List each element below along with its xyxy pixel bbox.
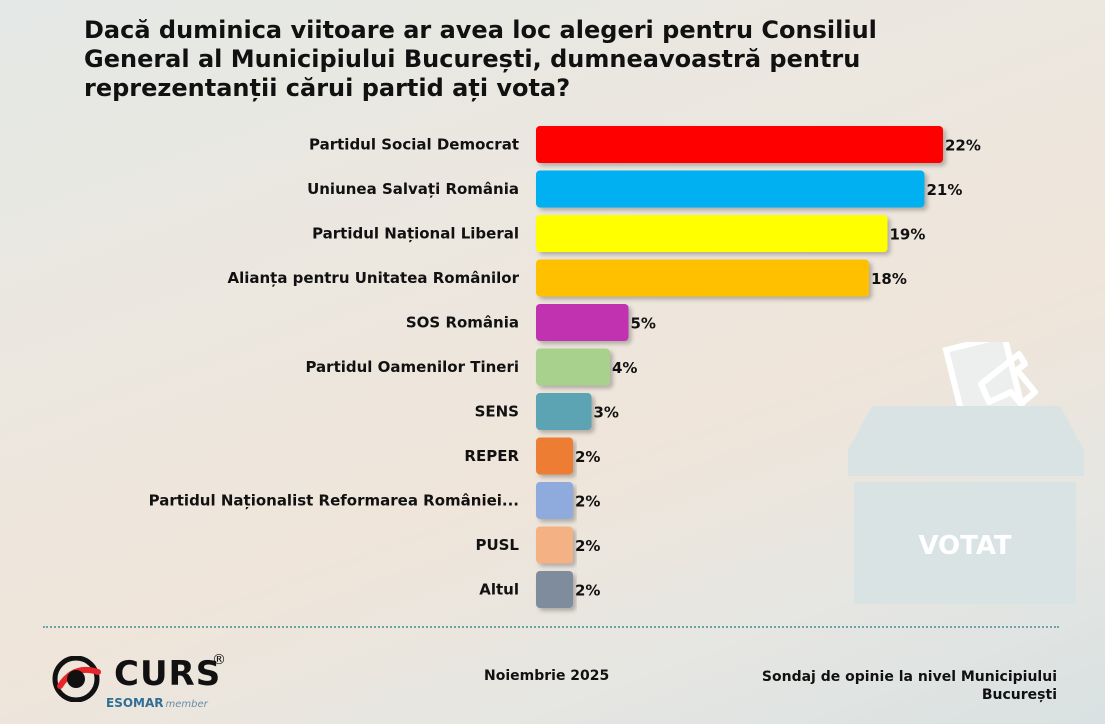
category-label: Altul <box>479 581 519 599</box>
chart-title: Dacă duminica viitoare ar avea loc alege… <box>84 16 877 102</box>
category-label: PUSL <box>475 536 519 554</box>
curs-wordmark: CURS <box>114 654 222 694</box>
bar <box>536 348 610 386</box>
value-label: 5% <box>631 315 656 333</box>
category-label: Partidul Social Democrat <box>309 136 519 154</box>
value-label: 2% <box>575 537 600 555</box>
registered-mark: ® <box>212 652 226 668</box>
value-label: 21% <box>927 181 963 199</box>
votat-label: VOTAT <box>918 531 1012 561</box>
category-label: SENS <box>475 403 519 421</box>
category-label: REPER <box>464 447 519 465</box>
curs-logo-icon <box>52 656 101 702</box>
category-label: Uniunea Salvați România <box>307 180 519 198</box>
category-label: Partidul Național Liberal <box>312 225 519 243</box>
bar <box>536 126 943 163</box>
value-label: 19% <box>890 226 926 244</box>
curs-logo: CURS ® ESOMAR member <box>52 652 242 716</box>
survey-description: Sondaj de opinie la nivel Municipiului B… <box>761 669 1057 703</box>
category-label: SOS România <box>406 314 519 332</box>
value-label: 4% <box>612 359 637 377</box>
bar <box>536 437 573 475</box>
value-label: 22% <box>945 137 981 155</box>
category-label: Partidul Oamenilor Tineri <box>305 358 519 376</box>
ballot-box-graphic: VOTAT <box>846 331 1086 607</box>
ballot-box-icon: VOTAT <box>848 331 1084 604</box>
value-label: 3% <box>594 404 619 422</box>
bar <box>536 571 573 608</box>
esomar-badge: ESOMAR member <box>106 696 208 710</box>
bar <box>536 170 925 208</box>
bar <box>536 526 573 564</box>
esomar-member-text: member <box>165 699 208 710</box>
esomar-text: ESOMAR <box>106 696 164 710</box>
value-label: 18% <box>871 270 907 288</box>
bar <box>536 215 888 252</box>
value-label: 2% <box>575 493 600 511</box>
survey-date: Noiembrie 2025 <box>484 668 610 684</box>
value-label: 2% <box>575 448 600 466</box>
bar <box>536 393 592 430</box>
category-label: Alianța pentru Unitatea Românilor <box>227 269 519 287</box>
footer-divider <box>43 626 1059 628</box>
value-label: 2% <box>575 582 600 600</box>
bar <box>536 482 573 519</box>
bar <box>536 259 869 297</box>
category-label: Partidul Naționalist Reformarea României… <box>149 492 519 510</box>
bar <box>536 304 629 341</box>
